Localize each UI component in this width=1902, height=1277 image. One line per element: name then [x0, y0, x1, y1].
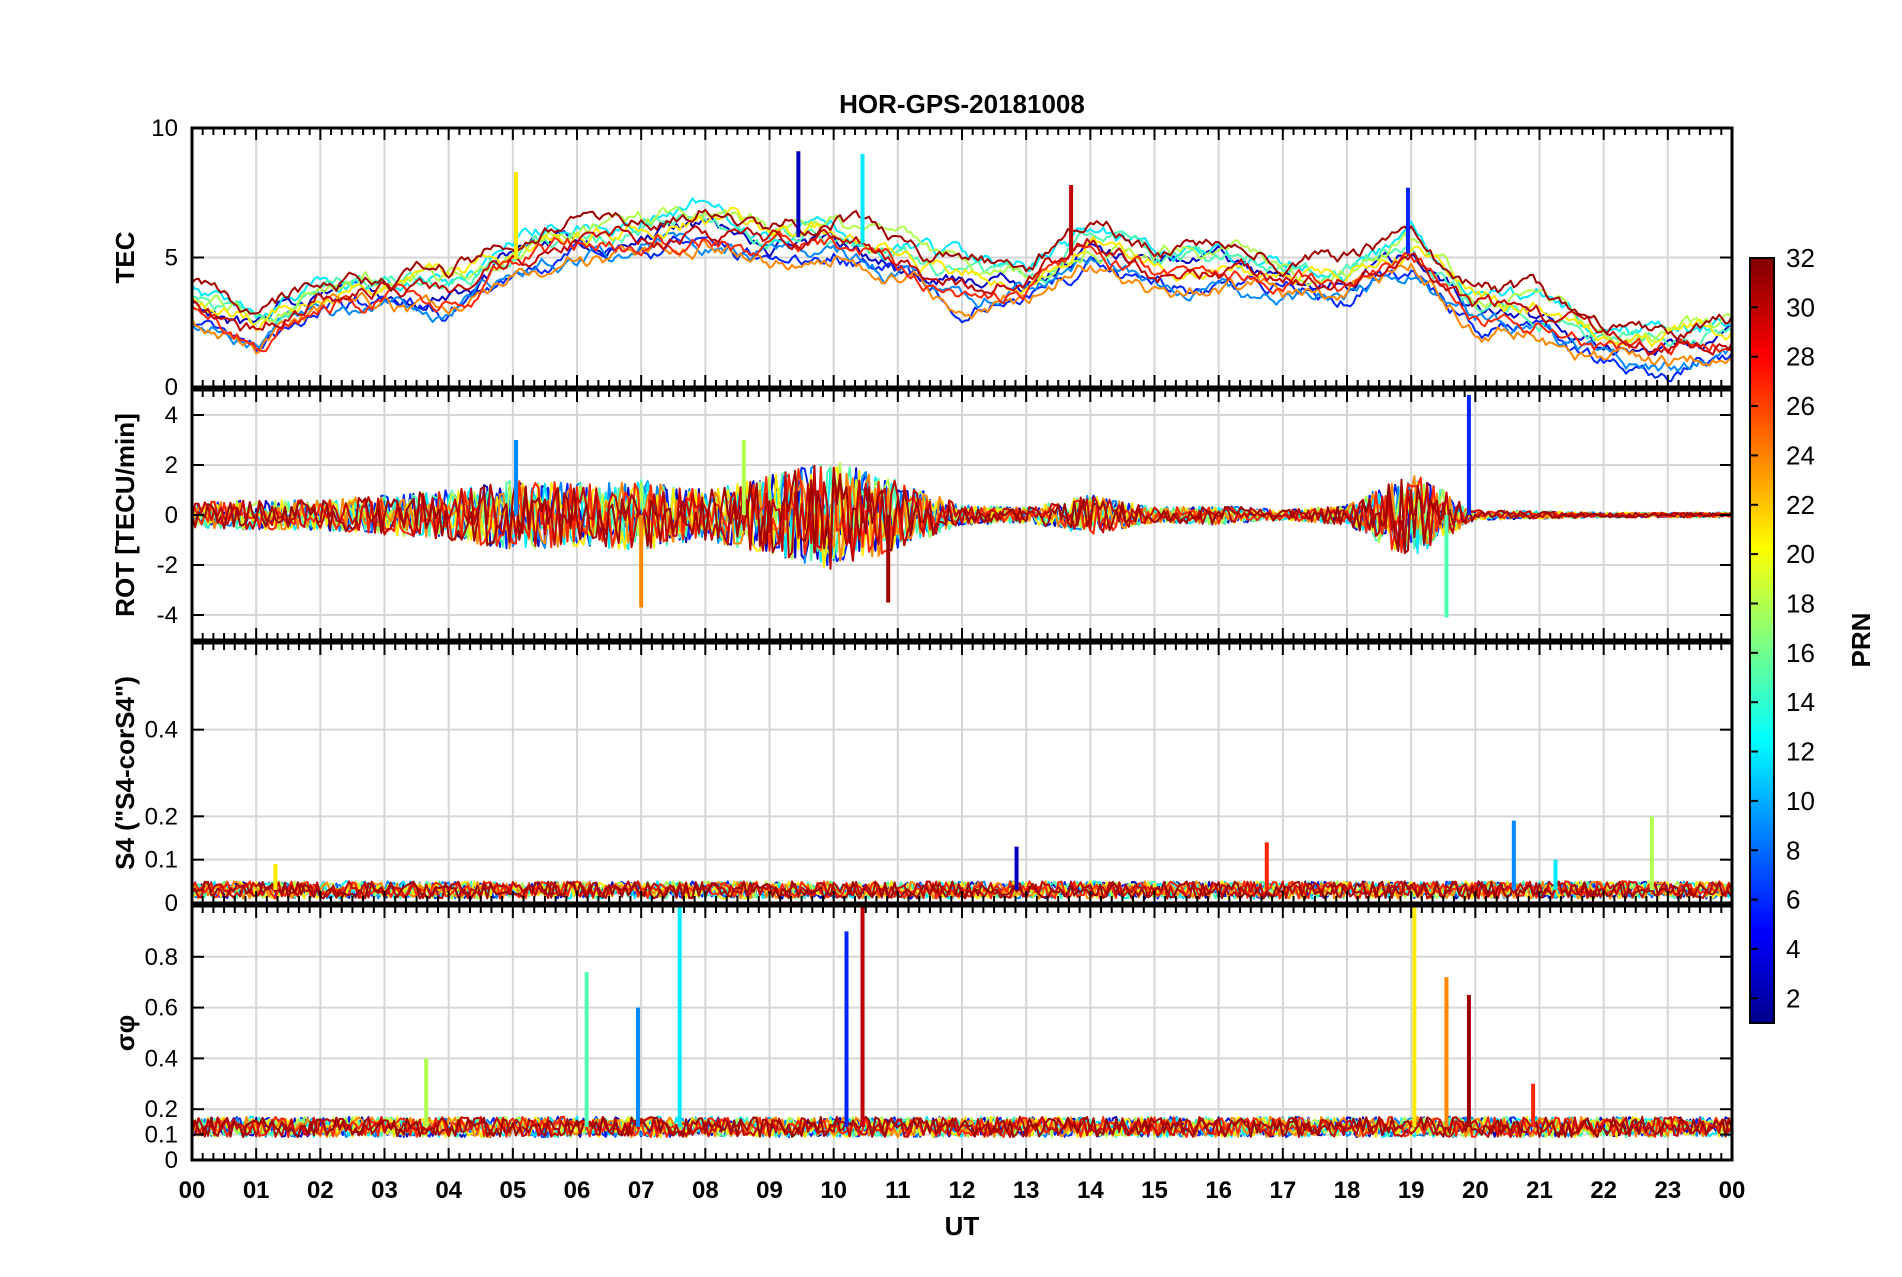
colorbar-tick-label: 8	[1786, 835, 1800, 865]
x-tick-label: 21	[1526, 1177, 1553, 1204]
y-tick-label: 2	[165, 452, 178, 479]
x-tick-label: 02	[307, 1177, 334, 1204]
x-tick-label: 09	[756, 1177, 783, 1204]
y-tick-label: 0.6	[145, 995, 178, 1022]
series-line	[192, 206, 1732, 348]
series-line	[192, 208, 1732, 341]
colorbar-tick-label: 30	[1786, 292, 1815, 322]
series-line	[192, 464, 1732, 570]
x-tick-label: 06	[564, 1177, 591, 1204]
colorbar-tick-label: 12	[1786, 737, 1815, 767]
series-line	[192, 239, 1732, 368]
y-tick-label: 0	[165, 890, 178, 917]
x-tick-label: 20	[1462, 1177, 1489, 1204]
series-line	[192, 1115, 1732, 1139]
series-line	[192, 197, 1732, 336]
panel-tec-series	[192, 151, 1732, 383]
axes-layer	[190, 126, 1734, 1162]
x-tick-label: 15	[1141, 1177, 1168, 1204]
panel-sigma_phi-series	[192, 907, 1732, 1139]
panel-tec-ylabel: TEC	[110, 231, 140, 283]
x-tick-label: 05	[499, 1177, 526, 1204]
y-tick-label: 0	[165, 374, 178, 401]
colorbar-label: PRN	[1846, 613, 1876, 668]
colorbar-tick-label: 10	[1786, 786, 1815, 816]
y-tick-label: 10	[151, 115, 178, 142]
colorbar-tick-label: 24	[1786, 440, 1815, 470]
colorbar-tick-label: 2	[1786, 983, 1800, 1013]
data-layer	[192, 151, 1732, 1139]
panel-s4-ylabel: S4 ("S4-corS4")	[110, 676, 140, 870]
colorbar-tick-label: 26	[1786, 391, 1815, 421]
y-tick-label: -4	[157, 602, 178, 629]
panel-rot-series	[192, 395, 1732, 618]
panel-sigma_phi-ylabel: σφ	[110, 1015, 140, 1051]
x-tick-label: 01	[243, 1177, 270, 1204]
x-tick-label: 19	[1398, 1177, 1425, 1204]
y-tick-label: 0	[165, 502, 178, 529]
x-axis-label: UT	[945, 1211, 980, 1241]
x-tick-label: 00	[179, 1177, 206, 1204]
y-tick-label: 0.4	[145, 1045, 178, 1072]
x-tick-label: 17	[1269, 1177, 1296, 1204]
y-tick-label: 0.4	[145, 717, 178, 744]
y-tick-label: 0.1	[145, 1122, 178, 1149]
x-tick-label: 13	[1013, 1177, 1040, 1204]
colorbar-tick-label: 6	[1786, 885, 1800, 915]
x-tick-label: 08	[692, 1177, 719, 1204]
colorbar-tick-label: 22	[1786, 490, 1815, 520]
colorbar-tick-label: 14	[1786, 687, 1815, 717]
series-line	[192, 225, 1732, 357]
chart-title: HOR-GPS-20181008	[839, 89, 1085, 119]
x-tick-label: 12	[949, 1177, 976, 1204]
x-tick-label: 11	[885, 1177, 910, 1204]
y-tick-label: 0.1	[145, 847, 178, 874]
y-tick-label: 4	[165, 402, 178, 429]
series-line	[192, 466, 1732, 561]
y-tick-label: 0.2	[145, 1096, 178, 1123]
colorbar-tick-label: 4	[1786, 934, 1800, 964]
colorbar-tick-label: 32	[1786, 243, 1815, 273]
x-tick-label: 23	[1654, 1177, 1681, 1204]
x-tick-label: 03	[371, 1177, 398, 1204]
colorbar-tick-label: 16	[1786, 638, 1815, 668]
colorbar-gradient	[1749, 257, 1775, 1024]
y-tick-label: 0	[165, 1147, 178, 1174]
y-tick-label: 0.2	[145, 803, 178, 830]
colorbar-tick-label: 18	[1786, 588, 1815, 618]
x-tick-label: 07	[628, 1177, 655, 1204]
y-tick-label: 5	[165, 245, 178, 272]
x-tick-label: 04	[435, 1177, 462, 1204]
colorbar-tick-label: 28	[1786, 342, 1815, 372]
colorbar-tick-label: 20	[1786, 539, 1815, 569]
y-tick-label: -2	[157, 552, 178, 579]
panel-rot-ylabel: ROT [TECU/min]	[110, 413, 140, 617]
x-tick-label: 22	[1590, 1177, 1617, 1204]
series-line	[192, 230, 1732, 356]
x-tick-label: 10	[820, 1177, 847, 1204]
x-tick-label: 00	[1719, 1177, 1746, 1204]
x-tick-label: 14	[1077, 1177, 1104, 1204]
x-tick-label: 18	[1334, 1177, 1361, 1204]
y-tick-label: 0.8	[145, 944, 178, 971]
x-tick-label: 16	[1205, 1177, 1232, 1204]
